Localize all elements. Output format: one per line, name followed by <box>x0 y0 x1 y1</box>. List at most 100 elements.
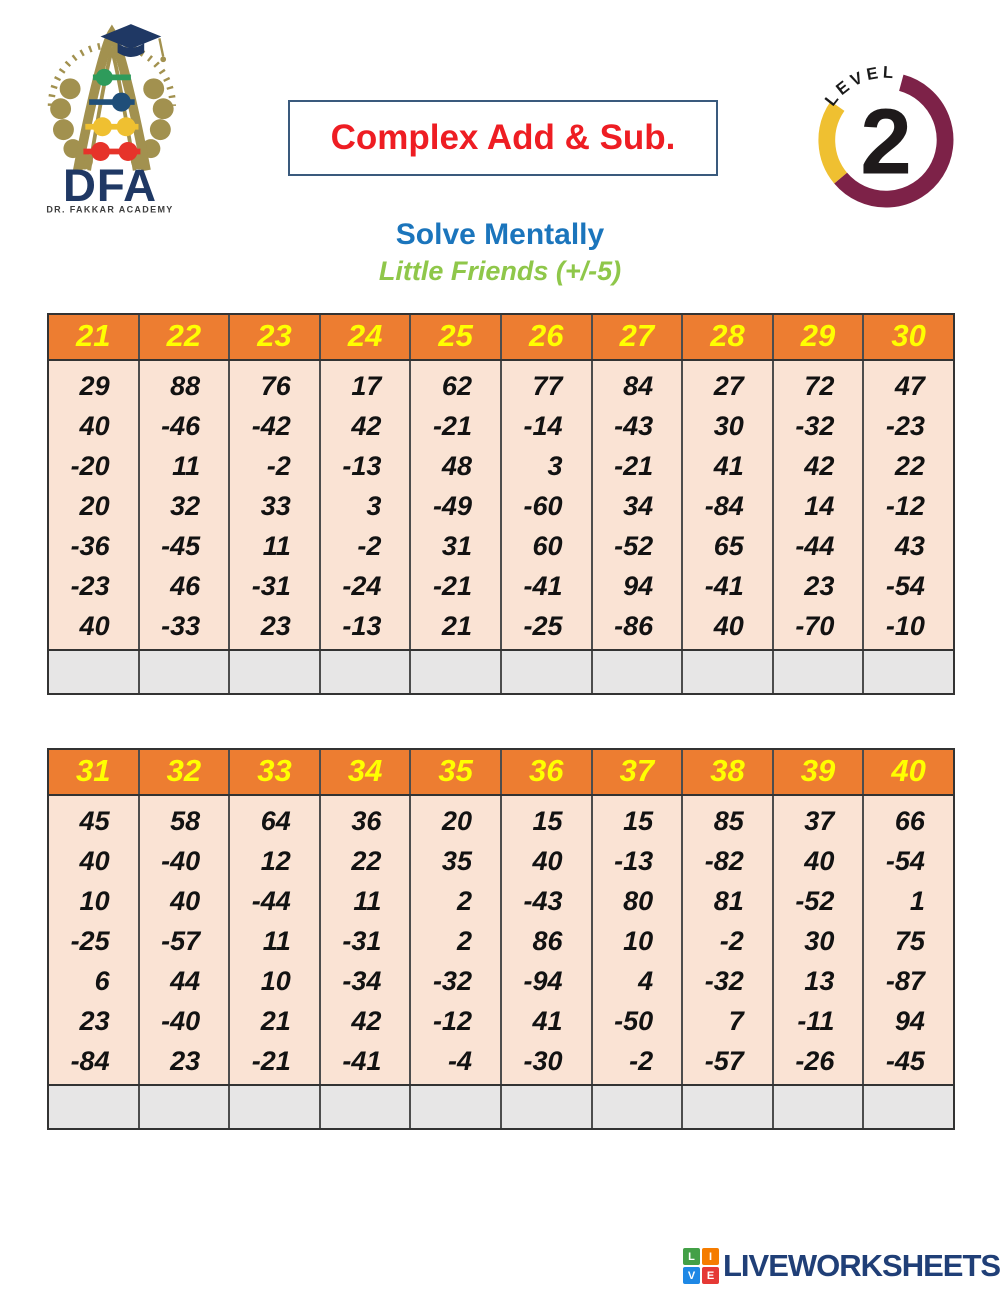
answer-row <box>49 649 953 693</box>
operand-value: 81 <box>713 886 744 916</box>
operand-value: 14 <box>804 491 835 521</box>
answer-cell-31[interactable] <box>49 1086 138 1128</box>
logo-ray-arc <box>47 41 177 106</box>
logo-acronym: DFA <box>63 160 157 211</box>
column-number-header: 39 <box>771 750 863 794</box>
dfa-academy-logo: DFA DR. FAKKAR ACADEMY <box>34 8 186 218</box>
answer-cell-22[interactable] <box>137 651 229 693</box>
operand-value: 11 <box>262 531 291 561</box>
operand-value: 66 <box>894 806 925 836</box>
answer-cell-24[interactable] <box>318 651 410 693</box>
operand-value: 3 <box>366 491 382 521</box>
operand-value: -24 <box>342 571 382 601</box>
answer-row <box>49 1084 953 1128</box>
answer-cell-26[interactable] <box>499 651 591 693</box>
liveworksheets-tiles-icon: L I V E <box>683 1248 719 1284</box>
operand-value: 23 <box>260 611 291 641</box>
problem-column-39: 37 40 -52 30 13 -11 -26 <box>771 796 863 1084</box>
operand-value: -84 <box>704 491 744 521</box>
problem-column-25: 62 -21 48 -49 31 -21 21 <box>409 361 500 649</box>
operand-value: -49 <box>432 491 472 521</box>
operand-value: 58 <box>170 806 201 836</box>
worksheet-title: Complex Add & Sub. <box>330 118 676 157</box>
column-number-header: 40 <box>862 750 953 794</box>
problem-column-32: 58 -40 40 -57 44 -40 23 <box>137 796 229 1084</box>
operand-value: 72 <box>804 371 835 401</box>
operand-value: -46 <box>161 411 201 441</box>
operand-value: -36 <box>70 531 110 561</box>
answer-cell-21[interactable] <box>49 651 138 693</box>
column-number-header: 34 <box>318 750 410 794</box>
operand-value: 4 <box>638 966 654 996</box>
operand-value: -82 <box>704 846 744 876</box>
instruction-solve-mentally: Solve Mentally <box>395 218 605 251</box>
operand-value: 40 <box>170 886 201 916</box>
answer-cell-25[interactable] <box>409 651 500 693</box>
operand-value: 33 <box>260 491 291 521</box>
answer-cell-38[interactable] <box>681 1086 772 1128</box>
answer-cell-32[interactable] <box>137 1086 229 1128</box>
operand-value: 41 <box>532 1006 563 1036</box>
answer-cell-37[interactable] <box>590 1086 682 1128</box>
answer-cell-40[interactable] <box>862 1086 953 1128</box>
answer-cell-29[interactable] <box>771 651 863 693</box>
operand-value: -21 <box>614 451 654 481</box>
operand-value: 40 <box>804 846 835 876</box>
column-number-header: 38 <box>681 750 772 794</box>
lw-tile-i: I <box>702 1248 719 1265</box>
operand-value: 44 <box>170 966 201 996</box>
operand-value: -2 <box>266 451 291 481</box>
operand-value: 40 <box>713 611 744 641</box>
operand-value: -32 <box>432 966 472 996</box>
answer-cell-34[interactable] <box>318 1086 410 1128</box>
answer-cell-27[interactable] <box>590 651 682 693</box>
column-number-header: 26 <box>499 315 591 359</box>
operand-value: -42 <box>251 411 291 441</box>
problem-column-36: 15 40 -43 86 -94 41 -30 <box>499 796 591 1084</box>
operand-value: -34 <box>342 966 382 996</box>
problem-column-37: 15 -13 80 10 4 -50 -2 <box>590 796 682 1084</box>
operand-value: -50 <box>614 1006 654 1036</box>
column-number-header: 35 <box>409 750 500 794</box>
dfa-logo-graphic: DFA DR. FAKKAR ACADEMY <box>46 24 177 214</box>
operand-value: 30 <box>804 926 835 956</box>
lw-tile-l: L <box>683 1248 700 1265</box>
operand-value: 42 <box>351 1006 382 1036</box>
operand-value: 21 <box>260 1006 291 1036</box>
problem-column-27: 84 -43 -21 34 -52 94 -86 <box>590 361 682 649</box>
operand-value: 36 <box>351 806 382 836</box>
operand-value: -54 <box>885 846 925 876</box>
operand-value: -40 <box>161 846 201 876</box>
instruction-little-friends: Little Friends (+/-5) <box>378 256 622 286</box>
operand-value: -32 <box>704 966 744 996</box>
operand-value: -13 <box>342 451 382 481</box>
operand-value: 11 <box>262 926 291 956</box>
operand-value: 40 <box>79 611 110 641</box>
column-number-header: 36 <box>499 750 591 794</box>
operand-value: -25 <box>70 926 110 956</box>
answer-cell-39[interactable] <box>771 1086 863 1128</box>
column-number-header: 33 <box>228 750 319 794</box>
answer-cell-36[interactable] <box>499 1086 591 1128</box>
operand-value: 75 <box>894 926 925 956</box>
operand-value: -2 <box>719 926 744 956</box>
operand-value: -57 <box>704 1046 744 1076</box>
badge-arc-maroon <box>834 74 954 208</box>
answer-cell-33[interactable] <box>228 1086 319 1128</box>
operand-value: -2 <box>357 531 382 561</box>
problems-table-21-30: 21 22 23 24 25 26 27 28 29 30 29 40 -20 20 -36 -23 40 88-… <box>47 313 955 695</box>
column-number-header: 37 <box>590 750 682 794</box>
operand-value: -31 <box>251 571 291 601</box>
answer-cell-23[interactable] <box>228 651 319 693</box>
answer-cell-28[interactable] <box>681 651 772 693</box>
operand-value: 94 <box>894 1006 925 1036</box>
problem-column-33: 64 12 -44 11 10 21 -21 <box>228 796 319 1084</box>
answer-cell-35[interactable] <box>409 1086 500 1128</box>
problem-column-26: 77 -14 3 -60 60 -41 -25 <box>499 361 591 649</box>
operand-value: -13 <box>614 846 654 876</box>
answer-cell-30[interactable] <box>862 651 953 693</box>
operand-value: 85 <box>713 806 744 836</box>
operand-value: 84 <box>623 371 654 401</box>
operand-value: 62 <box>441 371 472 401</box>
column-number-header: 23 <box>228 315 319 359</box>
